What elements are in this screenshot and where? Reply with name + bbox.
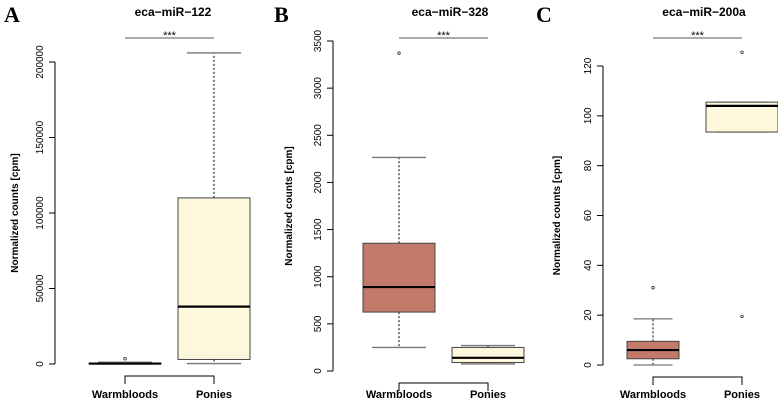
x-axis-bracket	[652, 376, 743, 385]
y-axis-label: Normalized counts [cpm]	[10, 153, 21, 272]
y-tick-label: 100000	[35, 196, 46, 230]
y-tick-label: 40	[583, 259, 594, 271]
chart-title: eca−miR−328	[412, 5, 489, 19]
significance-stars: ***	[691, 30, 705, 42]
y-tick-label: 120	[583, 57, 594, 74]
box-iqr	[177, 197, 251, 360]
box-iqr	[705, 101, 778, 133]
chart-title: eca−miR−122	[135, 5, 212, 19]
y-tick-label: 200000	[35, 45, 46, 79]
box-ponies	[451, 344, 525, 365]
y-axis-label: Normalized counts [cpm]	[284, 146, 295, 265]
outlier-point	[397, 51, 401, 55]
y-tick-label: 0	[583, 362, 594, 368]
box-ponies	[177, 52, 251, 365]
x-tick-label: Warmbloods	[92, 389, 158, 400]
x-tick-label: Warmbloods	[620, 389, 686, 400]
y-tick-label: 2000	[313, 171, 324, 194]
x-axis-bracket	[124, 375, 215, 384]
chart-title: eca−miR−200a	[662, 5, 746, 19]
y-tick-label: 1500	[313, 218, 324, 241]
x-tick-label: Ponies	[724, 389, 760, 400]
x-tick-label: Ponies	[196, 389, 232, 400]
significance-stars: ***	[163, 30, 177, 42]
y-tick-label: 0	[35, 361, 46, 367]
y-tick-label: 150000	[35, 120, 46, 154]
x-tick-label: Ponies	[470, 389, 506, 400]
significance-stars: ***	[437, 30, 451, 42]
y-tick-label: 500	[313, 315, 324, 332]
box-warmbloods	[362, 51, 436, 349]
box-iqr	[451, 346, 525, 364]
y-tick-label: 3500	[313, 29, 324, 52]
x-tick-label: Warmbloods	[366, 389, 432, 400]
y-tick-label: 3000	[313, 77, 324, 100]
panel-letter: A	[4, 2, 20, 27]
box-iqr	[362, 242, 436, 313]
outlier-point	[740, 314, 744, 319]
y-tick-label: 0	[313, 368, 324, 374]
outlier-point	[740, 50, 744, 54]
y-tick-label: 60	[583, 210, 594, 222]
panel-letter: C	[536, 2, 552, 27]
y-tick-label: 20	[583, 309, 594, 321]
y-tick-label: 1000	[313, 265, 324, 288]
y-tick-label: 80	[583, 160, 594, 172]
outlier-point	[123, 357, 127, 361]
x-axis-bracket	[398, 382, 489, 391]
y-tick-label: 50000	[35, 274, 46, 302]
outlier-point	[651, 286, 655, 290]
y-axis-label: Normalized counts [cpm]	[552, 156, 563, 275]
box-warmbloods	[88, 357, 162, 365]
box-warmbloods	[626, 286, 680, 366]
box-ponies	[705, 50, 778, 319]
y-tick-label: 2500	[313, 124, 324, 147]
y-tick-label: 100	[583, 107, 594, 124]
panel-letter: B	[274, 2, 289, 27]
